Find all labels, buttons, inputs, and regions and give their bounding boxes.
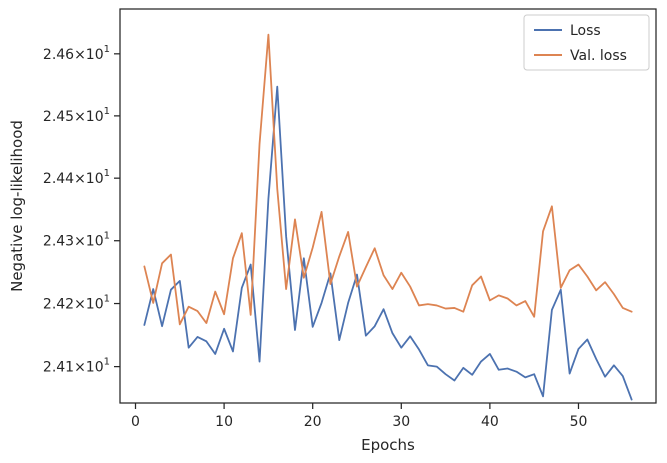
series-line-loss [143, 85, 633, 401]
x-axis-label: Epochs [361, 436, 415, 454]
x-tick-label: 40 [481, 414, 499, 430]
y-tick-label: 2.41×101 [43, 357, 110, 376]
y-tick-label: 2.45×101 [43, 106, 110, 125]
x-tick-label: 50 [570, 414, 588, 430]
y-tick-label: 2.44×101 [43, 168, 110, 187]
legend-label-loss: Loss [570, 23, 601, 39]
y-tick-label: 2.42×101 [43, 294, 110, 313]
series-line-val-loss [143, 33, 633, 326]
y-axis-label: Negative log-likelihood [8, 120, 26, 292]
legend-box [523, 14, 650, 71]
x-tick-label: 0 [131, 414, 140, 430]
x-axis-ticks: 0 10 20 30 40 50 [131, 403, 587, 430]
plot-frame [119, 8, 657, 404]
x-tick-label: 10 [215, 414, 233, 430]
legend-label-val-loss: Val. loss [570, 48, 627, 64]
y-tick-label: 2.43×101 [43, 231, 110, 250]
legend: Loss Val. loss [523, 14, 650, 71]
y-axis-ticks: 2.41×101 2.42×101 2.43×101 2.44×101 2.45×101… [43, 44, 120, 376]
x-tick-label: 30 [392, 414, 410, 430]
series-lines [143, 33, 633, 401]
x-tick-label: 20 [304, 414, 322, 430]
y-tick-label: 2.46×101 [43, 44, 110, 63]
